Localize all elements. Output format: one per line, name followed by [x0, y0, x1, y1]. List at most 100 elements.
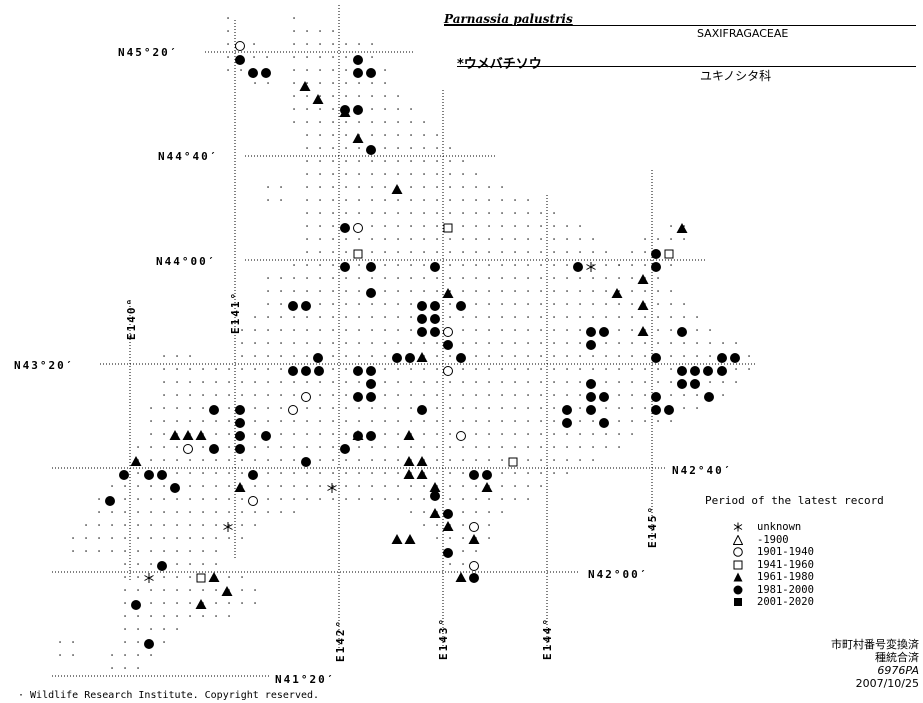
- record-1981-2000-marker: [430, 314, 440, 324]
- grid-dot: [306, 264, 308, 266]
- grid-dot: [540, 329, 542, 331]
- grid-dot: [657, 329, 659, 331]
- grid-dot: [410, 238, 412, 240]
- grid-dot: [111, 524, 113, 526]
- grid-dot: [189, 394, 191, 396]
- record-1961-1980-marker: [404, 534, 416, 544]
- grid-dot: [267, 329, 269, 331]
- grid-dot: [254, 485, 256, 487]
- grid-dot: [124, 602, 126, 604]
- grid-dot: [345, 212, 347, 214]
- grid-dot: [358, 147, 360, 149]
- grid-dot: [332, 108, 334, 110]
- grid-dot: [241, 589, 243, 591]
- grid-dot: [215, 433, 217, 435]
- grid-dot: [124, 667, 126, 669]
- grid-dot: [501, 485, 503, 487]
- grid-dot: [384, 394, 386, 396]
- grid-dot: [384, 121, 386, 123]
- record-1981-2000-marker: [651, 405, 661, 415]
- grid-dot: [371, 407, 373, 409]
- record-1981-2000-marker: [690, 379, 700, 389]
- grid-dot: [566, 303, 568, 305]
- grid-dot: [227, 30, 229, 32]
- grid-dot: [748, 355, 750, 357]
- grid-dot: [410, 186, 412, 188]
- record-1981-2000-marker: [366, 366, 376, 376]
- grid-dot: [618, 355, 620, 357]
- grid-dot: [163, 628, 165, 630]
- grid-dot: [566, 446, 568, 448]
- grid-dot: [358, 316, 360, 318]
- grid-dot: [397, 225, 399, 227]
- grid-dot: [488, 212, 490, 214]
- grid-dot: [540, 381, 542, 383]
- grid-dot: [410, 498, 412, 500]
- record-1981-2000-marker: [599, 418, 609, 428]
- lat-label-44-00: N44°00′: [156, 255, 217, 268]
- grid-dot: [176, 524, 178, 526]
- grid-dot: [319, 407, 321, 409]
- grid-dot: [514, 368, 516, 370]
- grid-dot: [735, 342, 737, 344]
- grid-dot: [332, 277, 334, 279]
- grid-dot: [228, 498, 230, 500]
- grid-dot: [553, 251, 555, 253]
- grid-dot: [215, 602, 217, 604]
- record-unknown-marker: [327, 483, 337, 493]
- grid-dot: [137, 537, 139, 539]
- grid-dot: [423, 277, 425, 279]
- grid-dot: [397, 303, 399, 305]
- lat-label-43-20: N43°20′: [14, 359, 75, 372]
- grid-dot: [384, 186, 386, 188]
- grid-dot: [319, 433, 321, 435]
- grid-dot: [163, 550, 165, 552]
- grid-dot: [98, 524, 100, 526]
- grid-dot: [306, 134, 308, 136]
- grid-dot: [462, 264, 464, 266]
- grid-dot: [514, 290, 516, 292]
- grid-dot: [397, 446, 399, 448]
- grid-dot: [215, 485, 217, 487]
- grid-dot: [514, 251, 516, 253]
- grid-dot: [449, 264, 451, 266]
- grid-dot: [371, 316, 373, 318]
- grid-dot: [332, 329, 334, 331]
- grid-dot: [436, 472, 438, 474]
- grid-dot: [332, 381, 334, 383]
- grid-dot: [215, 550, 217, 552]
- grid-dot: [579, 316, 581, 318]
- grid-dot: [397, 329, 399, 331]
- grid-dot: [657, 368, 659, 370]
- grid-dot: [592, 277, 594, 279]
- grid-dot: [358, 498, 360, 500]
- grid-dot: [332, 368, 334, 370]
- grid-dot: [189, 381, 191, 383]
- grid-dot: [254, 355, 256, 357]
- grid-dot: [553, 277, 555, 279]
- grid-dot: [202, 550, 204, 552]
- record-1981-2000-marker: [430, 491, 440, 501]
- record-1961-1980-marker: [611, 288, 623, 298]
- grid-dot: [514, 329, 516, 331]
- grid-dot: [228, 602, 230, 604]
- grid-dot: [293, 108, 295, 110]
- grid-dot: [371, 472, 373, 474]
- grid-dot: [683, 316, 685, 318]
- grid-dot: [462, 407, 464, 409]
- legend-label: 1941-1960: [757, 558, 814, 571]
- legend-label: -1900: [757, 533, 789, 546]
- grid-dot: [631, 394, 633, 396]
- record-1961-1980-marker: [234, 482, 246, 492]
- grid-dot: [241, 511, 243, 513]
- grid-dot: [579, 446, 581, 448]
- grid-dot: [345, 251, 347, 253]
- record-1961-1980-marker: [481, 482, 493, 492]
- grid-dot: [293, 420, 295, 422]
- grid-dot: [150, 498, 152, 500]
- grid-dot: [527, 290, 529, 292]
- grid-dot: [319, 225, 321, 227]
- grid-dot: [306, 355, 308, 357]
- record-1961-1980-marker: [403, 469, 415, 479]
- grid-dot: [241, 342, 243, 344]
